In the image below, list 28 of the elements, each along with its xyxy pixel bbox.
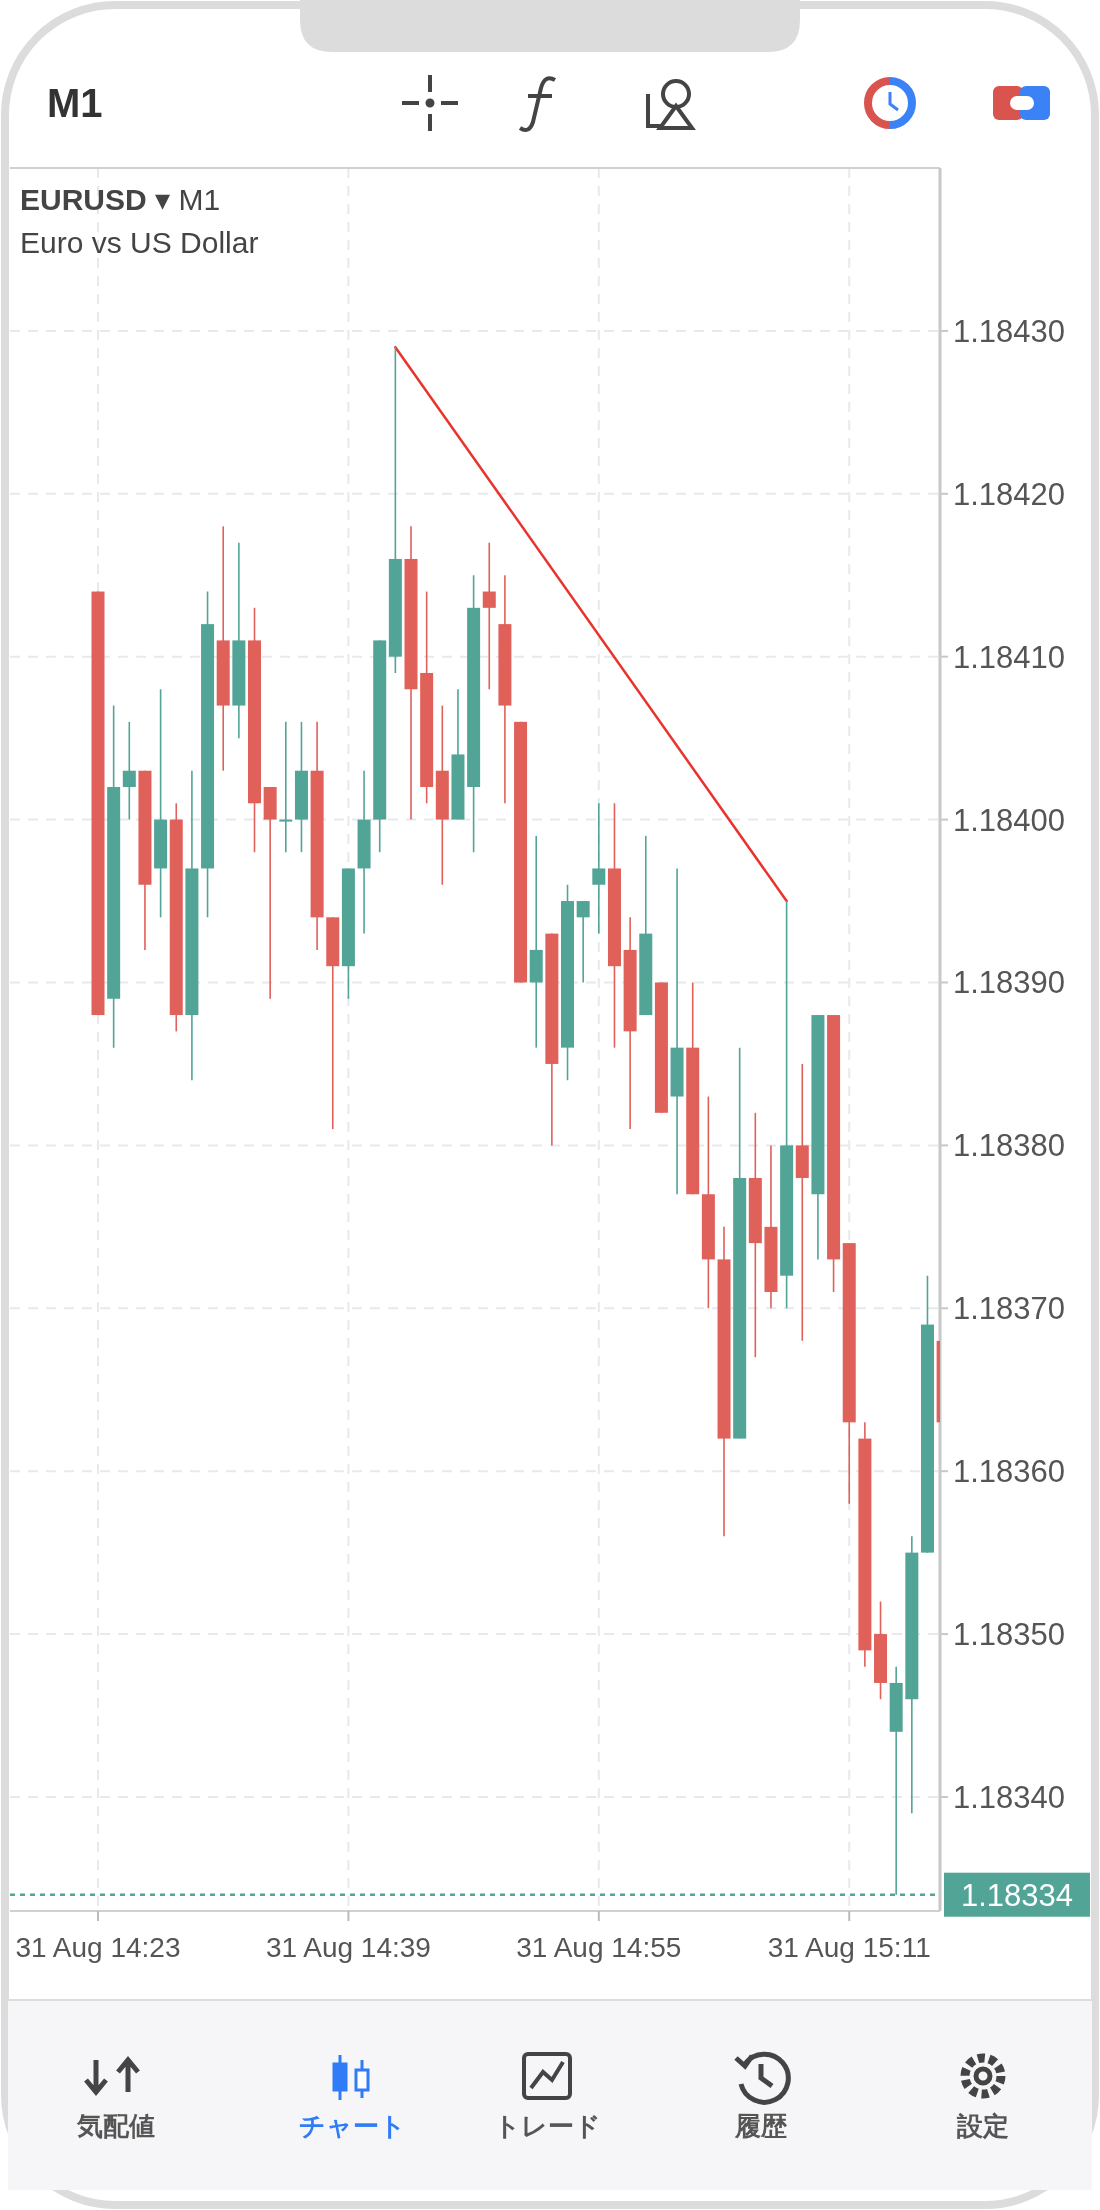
x-tick-label: 31 Aug 14:23 — [15, 1932, 181, 1963]
candlestick — [279, 721, 293, 853]
y-tick-label: 1.18340 — [953, 1779, 1066, 1815]
candlestick — [576, 900, 590, 984]
y-tick-label: 1.18350 — [953, 1617, 1066, 1653]
candlestick — [482, 541, 496, 691]
y-tick-label: 1.18410 — [953, 639, 1066, 675]
text: 気配値 — [76, 2111, 155, 2141]
text: チャート — [298, 2111, 406, 2141]
text: トレード — [493, 2111, 601, 2141]
text: 設定 — [956, 2111, 1009, 2141]
x-tick-label: 31 Aug 14:55 — [516, 1932, 682, 1963]
y-tick-label: 1.18420 — [953, 476, 1066, 512]
y-tick-label: 1.18430 — [953, 313, 1066, 349]
x-tick-label: 31 Aug 15:11 — [767, 1932, 931, 1963]
candlestick — [592, 802, 606, 935]
y-tick-label: 1.18360 — [953, 1454, 1066, 1490]
text: EURUSD ▾ M1 — [20, 183, 221, 216]
y-tick-label: 1.18400 — [953, 802, 1066, 838]
text: M1 — [47, 81, 103, 125]
ref-line-label: 1.18334 — [960, 1877, 1074, 1913]
y-tick-label: 1.18370 — [953, 1291, 1066, 1327]
x-tick-label: 31 Aug 14:39 — [265, 1932, 431, 1963]
y-tick-label: 1.18380 — [953, 1128, 1066, 1164]
text: 履歴 — [734, 2111, 787, 2141]
y-tick-label: 1.18390 — [953, 965, 1066, 1001]
candlestick — [122, 721, 136, 821]
text: Euro vs US Dollar — [20, 226, 259, 259]
